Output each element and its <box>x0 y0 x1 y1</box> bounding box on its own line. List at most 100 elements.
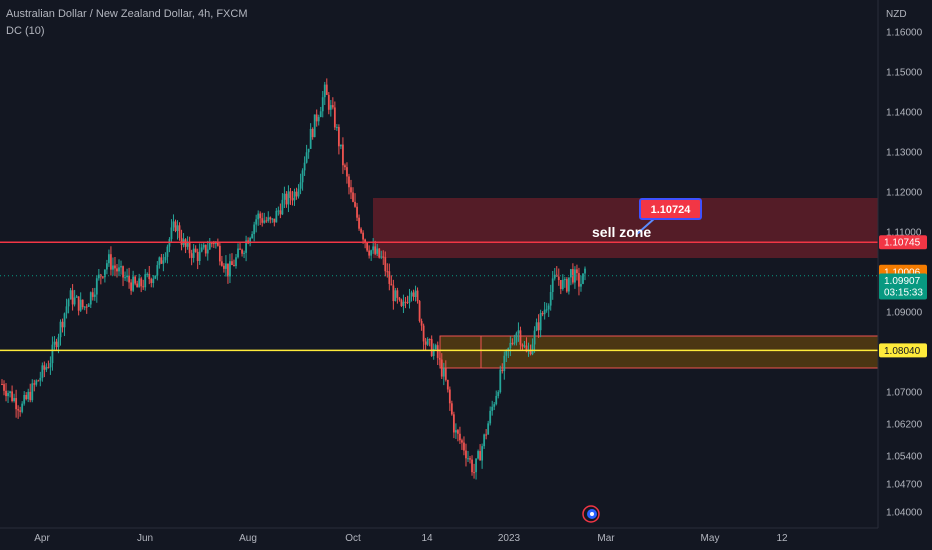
candle-body <box>418 301 421 322</box>
candle-body <box>239 248 241 250</box>
candle-body <box>112 265 114 270</box>
candle-body <box>77 296 80 311</box>
candle-body <box>410 292 413 297</box>
candle-body <box>142 286 145 288</box>
candle-body <box>265 220 268 222</box>
candle-body <box>7 393 9 397</box>
candle-body <box>454 430 457 433</box>
symbol-title[interactable]: Australian Dollar / New Zealand Dollar, … <box>6 8 248 20</box>
price-axis[interactable]: 1.16000 1.15000 1.14000 1.13000 1.12000 1.110… <box>886 28 923 519</box>
candle-body <box>557 276 560 281</box>
candle-body <box>114 265 116 269</box>
candle-body <box>529 349 532 355</box>
candle-body <box>110 254 112 270</box>
candle-body <box>535 322 538 331</box>
candle-body <box>164 256 167 261</box>
price-tick-label: 1.15000 <box>886 68 923 79</box>
time-axis[interactable]: Apr Jun Aug Oct 14 2023 Mar May 12 <box>34 533 788 544</box>
candle-body <box>11 391 13 402</box>
candle-body <box>237 248 239 258</box>
candle-body <box>39 377 42 381</box>
candle-body <box>446 379 449 390</box>
candle-body <box>352 192 354 202</box>
candle-body <box>463 442 465 451</box>
ask-price-label: 1.10006 <box>884 267 921 278</box>
candle-body <box>283 193 286 200</box>
candle-body <box>420 321 423 326</box>
candle-body <box>493 404 496 407</box>
candle-body <box>263 220 266 223</box>
candle-body <box>356 206 358 218</box>
candle-body <box>63 313 66 328</box>
candle-body <box>390 283 393 286</box>
time-tick-label: Oct <box>345 533 361 544</box>
time-tick-label: 14 <box>421 533 433 544</box>
candle-body <box>1 384 3 385</box>
candle-body <box>313 114 316 138</box>
candle-body <box>73 297 76 305</box>
candle-body <box>342 144 344 166</box>
time-tick-label: Apr <box>34 533 50 544</box>
candle-body <box>150 279 153 284</box>
candle-body <box>331 105 334 108</box>
candle-body <box>279 210 282 215</box>
candle-body <box>118 267 120 272</box>
candle-body <box>233 264 235 267</box>
candle-body <box>128 275 130 283</box>
candle-body <box>309 128 312 149</box>
price-tick-label: 1.16000 <box>886 28 923 39</box>
candle-body <box>569 269 572 278</box>
candle-body <box>523 345 526 347</box>
candle-body <box>83 306 86 308</box>
candle-body <box>89 292 92 305</box>
candle-body <box>337 127 340 147</box>
candle-body <box>61 321 64 328</box>
candle-body <box>176 225 179 232</box>
candle-body <box>132 276 135 291</box>
time-tick-label: 12 <box>776 533 788 544</box>
candle-body <box>366 242 369 251</box>
candle-body <box>124 277 126 279</box>
candle-body <box>41 365 44 378</box>
candle-body <box>519 330 522 345</box>
candle-body <box>567 277 570 292</box>
candle-body <box>301 170 304 183</box>
candle-body <box>457 430 459 434</box>
candle-body <box>277 210 280 212</box>
candle-body <box>105 263 108 270</box>
indicator-label[interactable]: DC (10) <box>6 25 45 37</box>
candle-body <box>525 345 528 352</box>
candle-body <box>408 296 411 303</box>
candle-body <box>325 84 328 95</box>
candle-body <box>450 403 453 415</box>
candle-body <box>229 261 231 277</box>
candle-body <box>257 213 260 220</box>
candle-body <box>206 249 209 254</box>
candle-body <box>79 299 82 311</box>
candle-body <box>416 290 419 302</box>
support-price-label: 1.08040 <box>884 346 921 357</box>
last-price-label-bg <box>879 273 927 300</box>
candle-body <box>368 250 371 256</box>
candle-body <box>477 451 479 459</box>
candle-body <box>35 380 38 385</box>
candle-body <box>91 292 94 297</box>
events-icon[interactable] <box>582 505 600 523</box>
candle-body <box>53 341 56 345</box>
candle-body <box>218 245 221 262</box>
candle-body <box>440 359 443 377</box>
time-tick-label: May <box>701 533 720 544</box>
candle-body <box>59 321 62 338</box>
candle-body <box>511 342 514 344</box>
candle-body <box>295 191 298 197</box>
candle-body <box>489 410 492 424</box>
candle-body <box>180 237 183 245</box>
candle-body <box>241 249 243 254</box>
candle-body <box>15 398 18 410</box>
candle-body <box>323 84 326 98</box>
candle-body <box>138 278 141 288</box>
candle-body <box>404 301 407 303</box>
candle-body <box>442 368 445 377</box>
